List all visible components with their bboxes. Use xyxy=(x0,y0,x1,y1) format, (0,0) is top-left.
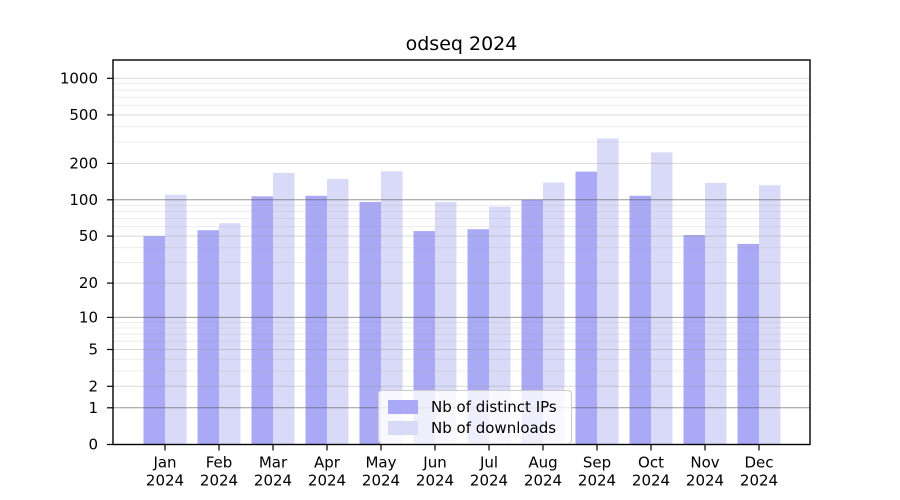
x-tick-label-month: Nov xyxy=(690,454,719,472)
y-tick-label: 0 xyxy=(88,436,98,454)
legend: Nb of distinct IPs Nb of downloads xyxy=(378,390,572,444)
x-tick-label-month: Apr xyxy=(314,454,341,472)
legend-label-downloads: Nb of downloads xyxy=(431,418,557,437)
x-tick-label-month: May xyxy=(365,454,396,472)
x-tick-label-year: 2024 xyxy=(362,472,400,490)
bar-downloads-jan xyxy=(165,194,187,445)
bar-downloads-jun xyxy=(435,202,457,445)
x-tick-label-year: 2024 xyxy=(254,472,292,490)
plot-border xyxy=(112,59,811,446)
x-tick-label-month: Feb xyxy=(206,454,233,472)
x-tick-label-year: 2024 xyxy=(146,472,184,490)
bar-distinct-ips-may xyxy=(359,202,381,445)
x-tick-label-year: 2024 xyxy=(578,472,616,490)
legend-item-distinct-ips: Nb of distinct IPs xyxy=(388,396,557,417)
bar-downloads-jul xyxy=(489,206,511,445)
bar-distinct-ips-feb xyxy=(197,230,219,445)
x-tick-label-year: 2024 xyxy=(740,472,778,490)
y-tick-label: 100 xyxy=(69,191,98,209)
bar-distinct-ips-mar xyxy=(251,196,273,445)
bar-distinct-ips-dec xyxy=(737,243,759,445)
y-tick-label: 200 xyxy=(69,154,98,172)
y-tick-label: 1 xyxy=(88,399,98,417)
bar-downloads-oct xyxy=(651,152,673,445)
bar-distinct-ips-nov xyxy=(683,235,705,445)
bar-distinct-ips-aug xyxy=(521,199,543,445)
legend-item-downloads: Nb of downloads xyxy=(388,417,557,438)
bar-downloads-sep xyxy=(597,138,619,445)
x-tick-label-year: 2024 xyxy=(416,472,454,490)
y-tick-label: 50 xyxy=(79,227,98,245)
chart-title: odseq 2024 xyxy=(405,33,518,55)
y-tick-label: 5 xyxy=(88,341,98,359)
bar-downloads-nov xyxy=(705,182,727,445)
bar-downloads-apr xyxy=(327,178,349,445)
x-tick-label-year: 2024 xyxy=(524,472,562,490)
legend-label-distinct-ips: Nb of distinct IPs xyxy=(431,397,557,416)
bar-downloads-mar xyxy=(273,172,295,445)
bar-downloads-dec xyxy=(759,185,781,445)
y-tick-label: 20 xyxy=(79,274,98,292)
bar-distinct-ips-jan xyxy=(143,236,165,445)
x-tick-label-month: Jul xyxy=(479,454,498,472)
legend-swatch-downloads-icon xyxy=(388,420,418,435)
x-tick-label-month: Oct xyxy=(638,454,664,472)
legend-swatch-distinct-ips-icon xyxy=(388,399,418,414)
x-tick-label-month: Jan xyxy=(152,454,176,472)
x-tick-label-month: Sep xyxy=(583,454,611,472)
bar-distinct-ips-sep xyxy=(575,171,597,445)
bar-downloads-aug xyxy=(543,182,565,445)
x-tick-label-year: 2024 xyxy=(308,472,346,490)
y-tick-label: 10 xyxy=(79,308,98,326)
x-tick-label-year: 2024 xyxy=(632,472,670,490)
x-tick-label-month: Dec xyxy=(744,454,773,472)
bar-downloads-may xyxy=(381,171,403,445)
x-tick-label-year: 2024 xyxy=(470,472,508,490)
x-tick-label-year: 2024 xyxy=(686,472,724,490)
x-tick-label-year: 2024 xyxy=(200,472,238,490)
x-tick-label-month: Mar xyxy=(259,454,288,472)
x-tick-label-month: Aug xyxy=(528,454,557,472)
y-tick-label: 500 xyxy=(69,106,98,124)
x-tick-label-month: Jun xyxy=(422,454,446,472)
bar-downloads-feb xyxy=(219,223,241,445)
bar-distinct-ips-apr xyxy=(305,195,327,445)
bar-distinct-ips-oct xyxy=(629,195,651,445)
y-tick-label: 1000 xyxy=(60,69,98,87)
y-tick-label: 2 xyxy=(88,377,98,395)
